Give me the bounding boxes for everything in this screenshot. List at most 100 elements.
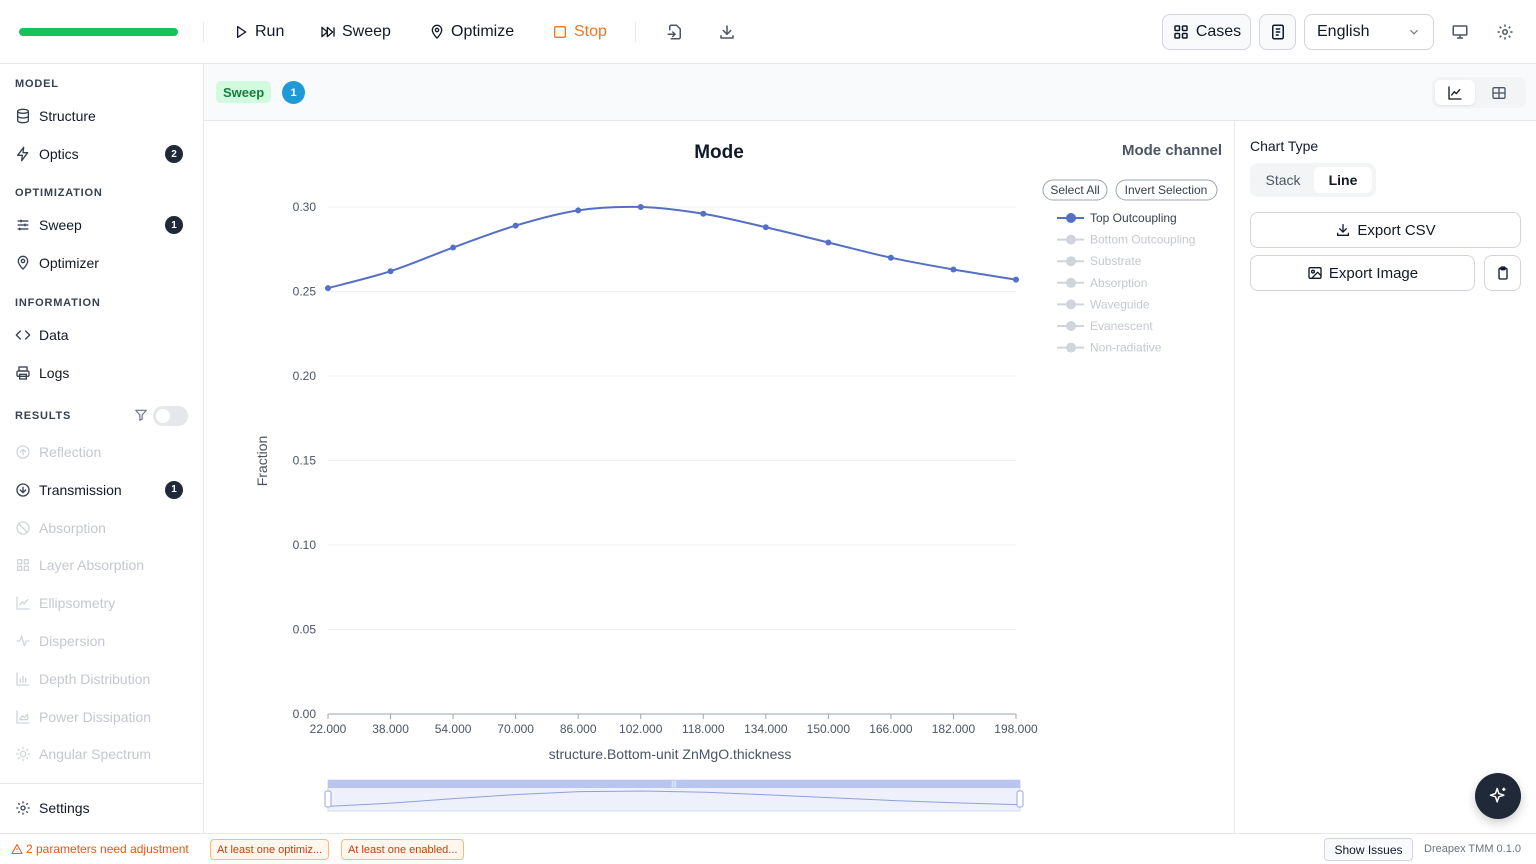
table-view-button[interactable] [1479, 80, 1519, 105]
fast-forward-icon [321, 26, 335, 38]
data-point[interactable] [1013, 276, 1019, 283]
zoom-handle-right[interactable] [1016, 790, 1024, 808]
x-tick-label: 150.000 [807, 722, 851, 736]
data-point[interactable] [950, 266, 957, 273]
cases-button[interactable]: Cases [1162, 14, 1251, 50]
line-option[interactable]: Line [1314, 167, 1372, 193]
sidebar-item-logs[interactable]: Logs [15, 359, 193, 387]
sidebar-item-settings[interactable]: Settings [15, 794, 193, 822]
stop-button[interactable]: Stop [552, 20, 607, 44]
copy-image-button[interactable] [1484, 255, 1521, 291]
optimize-button[interactable]: Optimize [429, 20, 514, 44]
issue-pill[interactable]: At least one optimiz... [210, 839, 330, 860]
sidebar-item-label: Dispersion [39, 633, 106, 649]
display-button[interactable] [1450, 22, 1470, 42]
stop-icon [554, 26, 566, 38]
line-chart-icon [16, 596, 30, 610]
data-point[interactable] [637, 204, 644, 210]
legend-item[interactable]: Absorption [1057, 276, 1147, 290]
sun-icon [15, 747, 31, 762]
legend-label: Top Outcoupling [1090, 211, 1177, 225]
sidebar-item-label: Structure [39, 108, 96, 124]
legend-item[interactable]: Top Outcoupling [1057, 211, 1177, 225]
sliders-icon [17, 219, 29, 231]
select-all-label: Select All [1050, 183, 1099, 197]
data-point[interactable] [887, 254, 894, 261]
download-icon [720, 25, 734, 39]
version-label: Dreapex TMM 0.1.0 [1424, 843, 1522, 855]
sidebar-item-data[interactable]: Data [15, 321, 193, 349]
legend-item[interactable]: Non-radiative [1057, 341, 1162, 355]
legend-marker [1066, 299, 1076, 310]
issue-pill[interactable]: At least one enabled... [341, 839, 465, 860]
data-point[interactable] [325, 285, 331, 292]
invert-selection-button[interactable]: Invert Selection [1115, 179, 1218, 201]
sweep-tag[interactable]: Sweep [216, 81, 272, 103]
data-point[interactable] [825, 239, 832, 246]
sidebar-divider [0, 783, 203, 784]
download-icon [1337, 224, 1350, 236]
zoom-handle-left[interactable] [324, 790, 332, 808]
sidebar-item-sweep[interactable]: Sweep 1 [15, 211, 193, 239]
legend-item[interactable]: Evanescent [1057, 319, 1153, 333]
sidebar-item-transmission[interactable]: Transmission 1 [15, 476, 193, 504]
sidebar-item-label: Absorption [39, 519, 106, 536]
export-csv-button[interactable]: Export CSV [1250, 212, 1521, 248]
download-button[interactable] [717, 22, 737, 42]
data-point[interactable] [387, 268, 394, 275]
zoom-grip: ||| [671, 781, 677, 788]
y-axis-label: Fraction [254, 436, 270, 487]
run-button[interactable]: Run [233, 20, 284, 44]
sweep-button[interactable]: Sweep [320, 20, 391, 44]
sidebar-item-optics[interactable]: Optics 2 [15, 140, 193, 168]
x-tick-label: 86.000 [560, 722, 597, 736]
legend-item[interactable]: Waveguide [1057, 297, 1150, 311]
zoom-preview-line [327, 790, 1021, 807]
stack-option[interactable]: Stack [1265, 172, 1301, 188]
wave-icon [16, 635, 30, 647]
clipboard-icon [1497, 266, 1508, 280]
sidebar-item-structure[interactable]: Structure [15, 102, 193, 130]
data-point[interactable] [575, 207, 582, 214]
data-point[interactable] [700, 210, 707, 217]
legend-item[interactable]: Substrate [1057, 254, 1142, 268]
play-icon [237, 26, 247, 38]
select-all-button[interactable]: Select All [1042, 179, 1108, 201]
export-image-button[interactable]: Export Image [1250, 255, 1475, 291]
warning-message[interactable]: 2 parameters need adjustment [11, 842, 189, 856]
filter-icon[interactable] [134, 408, 148, 422]
grid-icon [1174, 25, 1188, 39]
settings-button[interactable] [1495, 22, 1515, 42]
sidebar-item-label: Transmission [39, 481, 122, 498]
data-point[interactable] [512, 222, 519, 229]
x-tick-label: 166.000 [869, 722, 913, 736]
ai-assistant-button[interactable] [1475, 773, 1521, 819]
y-tick-label: 0.00 [293, 707, 317, 721]
cases-label: Cases [1195, 23, 1242, 40]
chart-view-button[interactable] [1435, 80, 1475, 105]
legend-label: Absorption [1090, 276, 1147, 290]
results-filter-toggle[interactable] [153, 406, 188, 426]
sparkle-icon [1489, 787, 1506, 803]
chart-panel: Mode 0.00 0.05 0.10 0.15 0.20 0.25 0.30 22.000 38… [204, 121, 1234, 833]
zoom-selected-bar [328, 780, 1020, 788]
language-select[interactable]: English [1304, 14, 1434, 50]
series-line [327, 205, 1017, 290]
data-point[interactable] [762, 224, 769, 231]
sidebar-item-optimizer[interactable]: Optimizer [15, 249, 193, 277]
show-issues-button[interactable]: Show Issues [1324, 838, 1413, 861]
data-zoom-slider[interactable]: ||| [324, 779, 1024, 812]
legend-item[interactable]: Bottom Outcoupling [1057, 233, 1195, 247]
warning-text: 2 parameters need adjustment [26, 842, 189, 856]
sidebar-item-label: Data [39, 327, 69, 343]
sidebar-item-label: Sweep [39, 217, 82, 233]
data-point[interactable] [450, 244, 457, 251]
invert-selection-label: Invert Selection [1125, 183, 1208, 197]
import-button[interactable] [665, 22, 685, 42]
x-tick-label: 22.000 [310, 722, 347, 736]
notes-button[interactable] [1259, 14, 1296, 50]
chart-options-panel: Chart Type Stack Line Export CSV Export … [1234, 121, 1536, 833]
y-tick-label: 0.25 [293, 285, 317, 299]
grid-icon [16, 559, 29, 572]
section-title-model: MODEL [15, 78, 59, 90]
